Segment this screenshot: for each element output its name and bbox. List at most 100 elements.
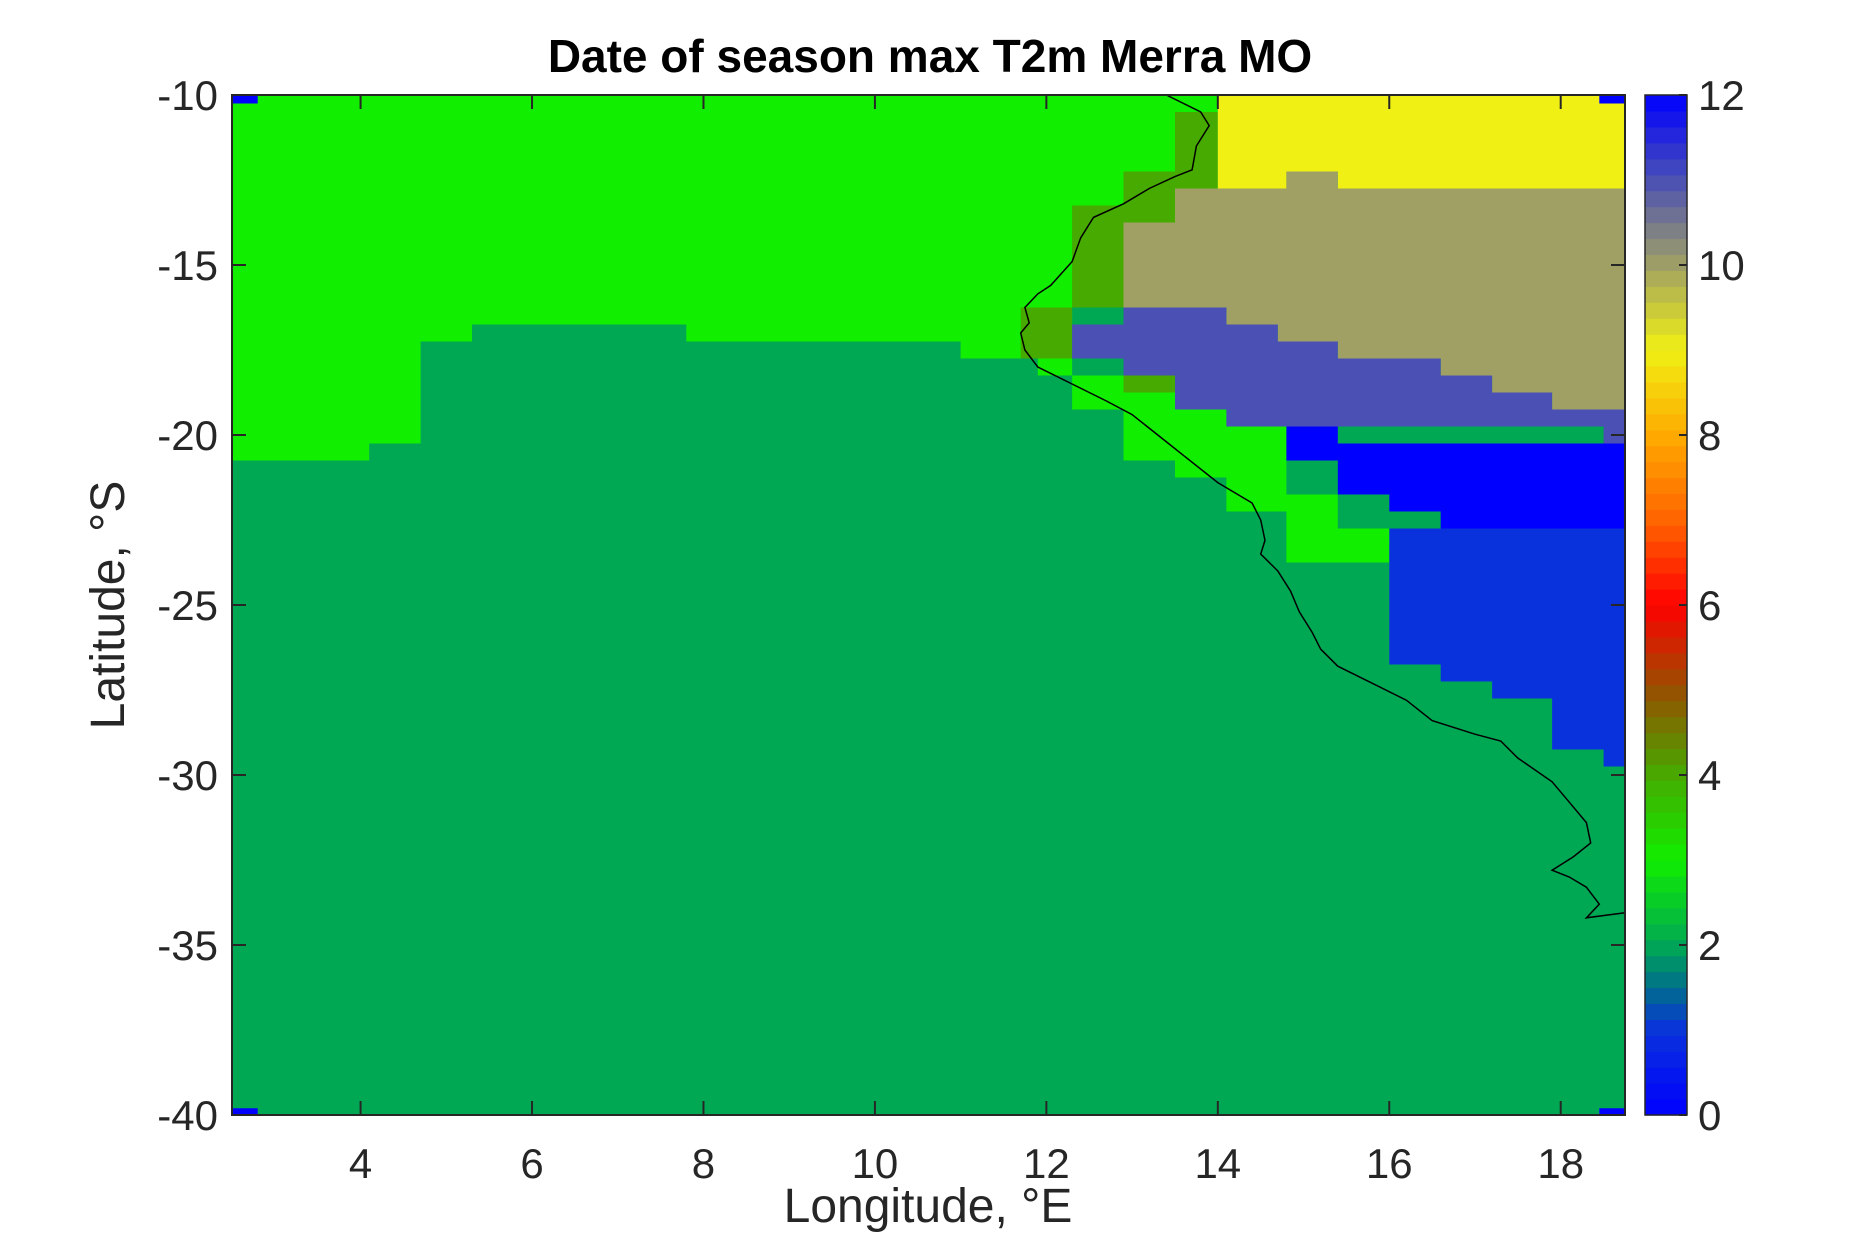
colorbar-tick-label: 4 bbox=[1698, 752, 1721, 799]
colorbar-cell bbox=[1645, 110, 1687, 128]
colorbar-cell bbox=[1645, 318, 1687, 335]
heatmap-region-4 bbox=[1217, 95, 1625, 189]
colorbar-cell bbox=[1645, 589, 1687, 606]
colorbar-cell bbox=[1645, 812, 1687, 829]
colorbar-cell bbox=[1645, 573, 1687, 590]
heatmap-region-1 bbox=[1020, 112, 1218, 359]
colorbar-cell bbox=[1645, 206, 1687, 224]
x-tick-label: 14 bbox=[1194, 1140, 1241, 1187]
chart-title: Date of season max T2m Merra MO bbox=[548, 30, 1312, 82]
colorbar-cell bbox=[1645, 126, 1687, 144]
y-tick-label: -10 bbox=[157, 72, 218, 119]
colorbar-cell bbox=[1645, 1051, 1687, 1068]
heatmap-region-11 bbox=[232, 1108, 258, 1115]
y-tick-label: -35 bbox=[157, 922, 218, 969]
colorbar-tick-label: 10 bbox=[1698, 242, 1745, 289]
colorbar-cell bbox=[1645, 381, 1687, 399]
x-tick-label: 8 bbox=[692, 1140, 715, 1187]
colorbar-cell bbox=[1645, 190, 1687, 208]
x-tick-label: 18 bbox=[1537, 1140, 1584, 1187]
heatmap-region-5 bbox=[1123, 171, 1625, 410]
colorbar-cell bbox=[1645, 270, 1687, 287]
colorbar-cell bbox=[1645, 828, 1687, 845]
colorbar-cell bbox=[1645, 748, 1687, 765]
colorbar-cell bbox=[1645, 413, 1687, 431]
y-tick-label: -25 bbox=[157, 582, 218, 629]
colorbar-cell bbox=[1645, 222, 1687, 240]
colorbar-tick-label: 12 bbox=[1698, 72, 1745, 119]
heatmap-region-3 bbox=[1072, 375, 1441, 563]
colorbar-cell bbox=[1645, 557, 1687, 574]
colorbar-cell bbox=[1645, 158, 1687, 176]
colorbar-cell bbox=[1645, 1083, 1687, 1100]
colorbar-cell bbox=[1645, 1035, 1687, 1052]
heatmap-region-9 bbox=[232, 95, 258, 104]
colorbar-cell bbox=[1645, 652, 1687, 670]
colorbar-cell bbox=[1645, 493, 1687, 510]
colorbar-cell bbox=[1645, 732, 1687, 750]
colorbar-cell bbox=[1645, 525, 1687, 542]
colorbar-cell bbox=[1645, 923, 1687, 941]
heatmap-region-6 bbox=[1072, 307, 1625, 444]
colorbar-cell bbox=[1645, 796, 1687, 813]
y-tick-label: -40 bbox=[157, 1092, 218, 1139]
colorbar-cell bbox=[1645, 1099, 1687, 1116]
colorbar-cell bbox=[1645, 461, 1687, 479]
x-tick-label: 6 bbox=[520, 1140, 543, 1187]
colorbar-cell bbox=[1645, 541, 1687, 558]
heatmap-region-7 bbox=[1286, 426, 1625, 529]
colorbar-cell bbox=[1645, 334, 1687, 351]
colorbar: 0 2 4 6 8 10 12 bbox=[1644, 72, 1745, 1139]
x-tick-label: 12 bbox=[1023, 1140, 1070, 1187]
colorbar-cell bbox=[1645, 350, 1687, 367]
colorbar-cell bbox=[1645, 397, 1687, 415]
colorbar-cell bbox=[1645, 971, 1687, 989]
coastline bbox=[1019, 94, 1626, 919]
colorbar-cell bbox=[1645, 891, 1687, 909]
colorbar-cell bbox=[1645, 636, 1687, 654]
colorbar-cell bbox=[1645, 238, 1687, 255]
colorbar-cell bbox=[1645, 1067, 1687, 1084]
colorbar-cell bbox=[1645, 429, 1687, 447]
colorbar-cell bbox=[1645, 780, 1687, 797]
colorbar-cell bbox=[1645, 605, 1687, 622]
colorbar-cell bbox=[1645, 875, 1687, 893]
colorbar-cell bbox=[1645, 716, 1687, 734]
colorbar-cell bbox=[1645, 254, 1687, 271]
colorbar-tick-label: 0 bbox=[1698, 1092, 1721, 1139]
heatmap-region-12 bbox=[1599, 1108, 1625, 1115]
coastline-line bbox=[1019, 94, 1626, 919]
colorbar-cell bbox=[1645, 509, 1687, 526]
colorbar-cell bbox=[1645, 987, 1687, 1005]
colorbar-tick-label: 6 bbox=[1698, 582, 1721, 629]
colorbar-cell bbox=[1645, 764, 1687, 781]
colorbar-cell bbox=[1645, 955, 1687, 973]
heatmap bbox=[232, 95, 1625, 1115]
colorbar-cell bbox=[1645, 668, 1687, 686]
colorbar-cell bbox=[1645, 844, 1687, 861]
heatmap-region-10 bbox=[1599, 95, 1625, 104]
colorbar-cell bbox=[1645, 95, 1687, 112]
colorbar-cell bbox=[1645, 684, 1687, 702]
colorbar-tick-label: 2 bbox=[1698, 922, 1721, 969]
colorbar-cell bbox=[1645, 620, 1687, 638]
colorbar-cell bbox=[1645, 700, 1687, 718]
colorbar-cell bbox=[1645, 907, 1687, 925]
y-axis: -40 -35 -30 -25 -20 -15 -10 bbox=[157, 72, 1625, 1139]
colorbar-cell bbox=[1645, 286, 1687, 303]
y-axis-label: Latitude, °S bbox=[82, 481, 135, 730]
colorbar-cell bbox=[1645, 939, 1687, 957]
x-axis-label: Longitude, °E bbox=[784, 1180, 1073, 1233]
x-tick-label: 16 bbox=[1366, 1140, 1413, 1187]
x-tick-label: 4 bbox=[349, 1140, 372, 1187]
colorbar-cell bbox=[1645, 302, 1687, 319]
colorbar-cell bbox=[1645, 477, 1687, 495]
colorbar-cell bbox=[1645, 174, 1687, 192]
x-axis: 4 6 8 10 12 14 16 18 bbox=[349, 95, 1584, 1187]
colorbar-cell bbox=[1645, 365, 1687, 383]
heatmap-region-2 bbox=[1123, 375, 1175, 393]
y-tick-label: -20 bbox=[157, 412, 218, 459]
colorbar-cell bbox=[1645, 860, 1687, 877]
colorbar-cell bbox=[1645, 445, 1687, 463]
